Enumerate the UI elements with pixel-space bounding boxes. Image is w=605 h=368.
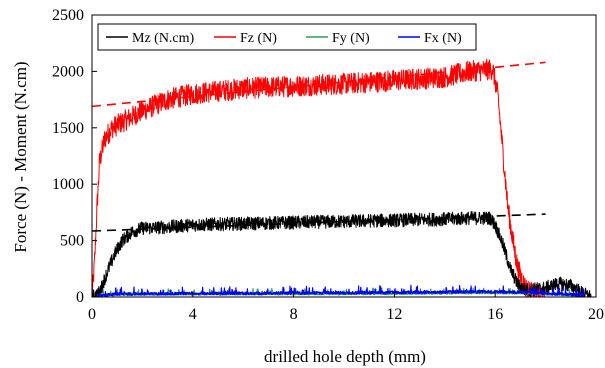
y-tick-label: 2500 [52, 7, 84, 24]
x-tick-label: 4 [189, 306, 197, 323]
plot-layer [91, 58, 592, 298]
y-tick-label: 500 [60, 233, 84, 250]
y-tick-label: 1000 [52, 176, 84, 193]
legend-label: Fx (N) [424, 31, 462, 46]
series-line-1 [91, 58, 546, 298]
x-tick-label: 20 [588, 306, 604, 323]
plot-frame [91, 14, 597, 298]
axis-layer: 0 4 8 12 16 20 0 500 1000 1500 2000 2500 [52, 7, 604, 323]
trend-line-0 [91, 213, 546, 232]
x-tick-label: 8 [290, 306, 298, 323]
legend-label: Fz (N) [240, 31, 277, 46]
trend-line-1 [91, 61, 546, 108]
series-line-3 [96, 284, 584, 298]
legend: Mz (N.cm) Fz (N) Fy (N) Fx (N) [97, 23, 477, 51]
x-axis-label: drilled hole depth (mm) [264, 347, 426, 366]
x-tick-label: 12 [386, 306, 402, 323]
legend-label: Fy (N) [332, 31, 370, 46]
y-tick-label: 1500 [52, 120, 84, 137]
y-tick-label: 0 [76, 289, 84, 306]
legend-label: Mz (N.cm) [132, 31, 195, 46]
y-axis-label: Force (N) - Moment (N.cm) [11, 61, 30, 252]
x-tick-label: 16 [487, 306, 503, 323]
series-line-0 [91, 211, 592, 298]
y-tick-label: 2000 [52, 63, 84, 80]
x-tick-label: 0 [88, 306, 96, 323]
